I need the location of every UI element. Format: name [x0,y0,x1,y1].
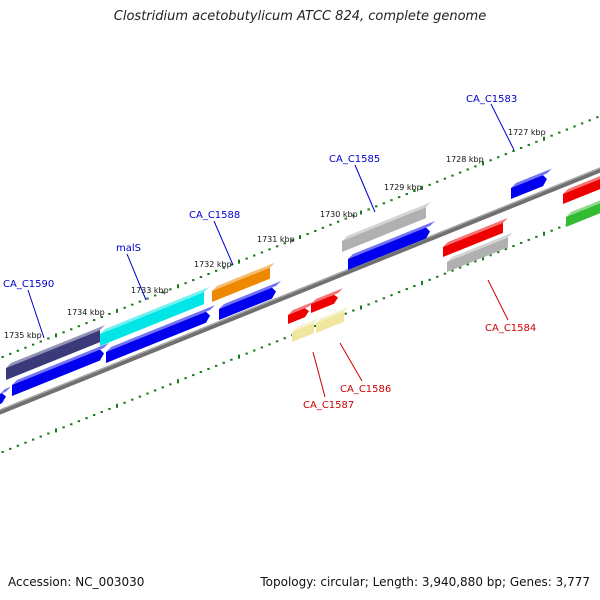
kbp-label-1732: 1732 kbp [194,260,232,269]
leader-ca-c1588 [213,220,234,266]
feature-mals-top-face [100,287,209,334]
cds-blue-2-body [12,349,104,396]
leader-ca-c1590 [27,289,45,339]
cds-blue-4[interactable] [219,281,281,320]
feature-ca-c1586-body [316,311,344,333]
feature-ca-c1588[interactable] [212,262,275,302]
gene-label-ca-c1583: CA_C1583 [466,94,517,105]
feature-ca-c1587[interactable] [292,318,319,342]
cds-blue-3-body [106,311,210,363]
cds-blue-2-top-face [12,342,109,385]
cds-blue-1[interactable] [0,386,11,404]
map-title: Clostridium acetobutylicum ATCC 824, com… [113,9,487,24]
feature-red-right-top-face [563,176,600,194]
feature-ca-c1587-body [292,323,314,342]
kbp-label-1733: 1733 kbp [131,286,169,295]
kbp-label-1735: 1735 kbp [4,331,42,340]
kbp-label-1729: 1729 kbp [384,183,422,192]
feature-ca-c1585-body [342,207,426,252]
kbp-label-1731: 1731 kbp [257,235,295,244]
leader-ca-c1583 [490,103,515,151]
gene-label-ca-c1585: CA_C1585 [329,154,380,165]
gene-label-ca-c1584: CA_C1584 [485,323,536,334]
leader-ca-c1586 [339,342,363,382]
feature-red-small-2-body [311,294,338,313]
kbp-label-1734: 1734 kbp [67,308,105,317]
feature-red-small-1-top-face [288,301,314,315]
feature-red-small-1-body [288,308,309,324]
cds-blue-1-body [0,393,6,404]
cds-blue-4-body [219,287,276,320]
outer-tick-row [1,116,599,358]
feature-gray-right-top-face [447,232,513,262]
feature-gray-right[interactable] [447,232,513,272]
gene-label-ca-c1588: CA_C1588 [189,210,240,221]
cds-blue-2[interactable] [12,342,109,396]
feature-mals[interactable] [100,287,209,346]
feature-mals-body [100,292,204,346]
cds-blue-5[interactable] [348,220,435,270]
feature-ca-c1586-top-face [316,306,349,323]
feature-ca-c1588-top-face [212,262,275,291]
cds-blue-5-body [348,227,430,270]
feature-red-right-body [563,179,600,204]
feature-green-right-body [566,203,600,227]
genome-summary-text: Topology: circular; Length: 3,940,880 bp… [260,575,590,589]
gene-label-ca-c1586: CA_C1586 [340,384,391,395]
backbone-line [0,167,600,415]
gene-label-ca-c1590: CA_C1590 [3,279,54,290]
cds-blue-3-top-face [106,305,215,352]
cds-blue-1-top-face [0,386,11,394]
feature-ca-c1590-body [6,330,100,380]
feature-ca-c1584-top-face [443,217,508,247]
feature-ca-c1590[interactable] [6,325,105,380]
cds-blue-4-top-face [219,281,281,309]
feature-ca-c1584-body [443,222,503,257]
feature-red-small-2-top-face [311,288,343,304]
cds-blue-6-body [511,175,547,199]
feature-ca-c1585[interactable] [342,202,431,252]
kbp-label-1730: 1730 kbp [320,210,358,219]
leader-ca-c1585 [354,164,376,213]
feature-gray-right-body [447,237,508,272]
feature-green-right-top-face [566,200,600,217]
leader-ca-c1587 [312,351,326,398]
feature-ca-c1590-top-face [6,325,105,368]
cds-blue-5-top-face [348,220,435,259]
cds-blue-6[interactable] [511,168,552,199]
cds-blue-6-top-face [511,168,552,188]
cds-blue-3[interactable] [106,305,215,363]
feature-ca-c1587-top-face [292,318,319,332]
feature-ca-c1588-body [212,267,270,302]
feature-ca-c1585-top-face [342,202,431,241]
kbp-label-1727: 1727 kbp [508,128,546,137]
feature-ca-c1586[interactable] [316,306,349,333]
gene-label-mals: malS [116,243,141,254]
feature-red-right[interactable] [563,174,600,204]
feature-red-small-1[interactable] [288,301,314,324]
feature-ca-c1584[interactable] [443,217,508,257]
accession-text: Accession: NC_003030 [8,575,145,589]
leader-mals [126,253,147,301]
feature-green-right[interactable] [566,198,600,227]
feature-red-small-2[interactable] [311,288,343,313]
backbone-highlight [0,167,600,411]
kbp-label-1728: 1728 kbp [446,155,484,164]
leader-ca-c1584 [487,279,509,321]
gene-label-ca-c1587: CA_C1587 [303,400,354,411]
